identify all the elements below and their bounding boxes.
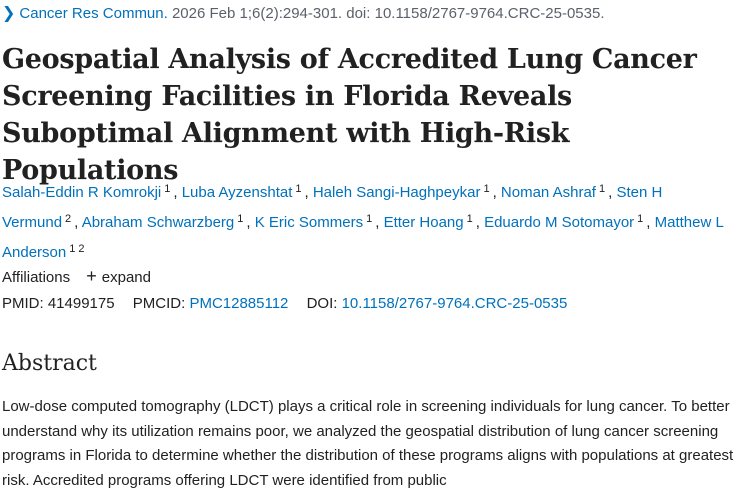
affiliation-number[interactable]: 2 [78, 243, 85, 255]
affiliation-number[interactable]: 1 [483, 183, 490, 195]
affiliation-numbers: 1 [164, 183, 173, 195]
affiliation-numbers: 2 [65, 213, 74, 225]
affiliation-numbers: 1 [237, 213, 246, 225]
affiliation-number[interactable]: 1 [466, 213, 473, 225]
affiliation-number[interactable]: 1 [295, 183, 302, 195]
author-item: K Eric Sommers 1, [254, 213, 384, 231]
affiliations-expand-button[interactable]: + expand [86, 266, 151, 286]
author-name-link[interactable]: Sten H Vermund [2, 184, 663, 231]
plus-icon: + [86, 266, 97, 286]
citation-line: ❯ Cancer Res Commun. 2026 Feb 1;6(2):294-… [2, 4, 605, 24]
affiliation-numbers: 1 [295, 183, 304, 195]
affiliation-numbers: 1 [599, 183, 608, 195]
author-name-link[interactable]: Luba Ayzenshtat [181, 184, 293, 201]
pmid-label: PMID: [2, 295, 44, 312]
abstract-heading: Abstract [2, 351, 97, 376]
author-name-link[interactable]: Noman Ashraf [500, 184, 596, 201]
doi-link[interactable]: 10.1158/2767-9764.CRC-25-0535 [341, 295, 568, 312]
author-item: Sten H Vermund 2, [2, 184, 663, 231]
pmid-value: 41499175 [47, 295, 115, 312]
author-name-link[interactable]: Salah-Eddin R Komrokji [2, 184, 162, 201]
author-name-link[interactable]: Eduardo M Sotomayor [484, 214, 635, 231]
author-item: Luba Ayzenshtat 1, [181, 183, 313, 201]
author-name-link[interactable]: Etter Hoang [383, 214, 464, 231]
citation-details: 2026 Feb 1;6(2):294-301. doi: 10.1158/27… [167, 5, 605, 22]
affiliation-number[interactable]: 1 [366, 213, 373, 225]
pmcid-label: PMCID: [132, 295, 186, 312]
affiliation-number[interactable]: 1 [69, 243, 76, 255]
abstract-text: Low-dose computed tomography (LDCT) play… [2, 398, 734, 489]
affiliation-numbers: 1 [483, 183, 492, 195]
affiliation-number[interactable]: 1 [237, 213, 244, 225]
author-item: Noman Ashraf 1, [500, 183, 617, 201]
article-title: Geospatial Analysis of Accredited Lung C… [2, 44, 697, 186]
author-item: Matthew L Anderson 1 2 [2, 214, 723, 261]
author-list: Salah-Eddin R Komrokji 1, Luba Ayzenshtat… [2, 176, 742, 266]
expand-label: expand [101, 269, 151, 286]
journal-link[interactable]: Cancer Res Commun. [19, 5, 168, 22]
author-name-link[interactable]: K Eric Sommers [254, 214, 364, 231]
author-item: Abraham Schwarzberg 1, [81, 213, 255, 231]
affiliations-row: Affiliations + expand [2, 266, 151, 288]
author-item: Eduardo M Sotomayor 1, [484, 213, 655, 231]
author-name-link[interactable]: Haleh Sangi-Haghpeykar [312, 184, 481, 201]
affiliation-numbers: 1 [467, 213, 476, 225]
author-item: Haleh Sangi-Haghpeykar 1, [312, 183, 501, 201]
affiliation-number[interactable]: 1 [598, 183, 606, 195]
affiliation-number[interactable]: 1 [164, 183, 171, 195]
affiliations-label: Affiliations [2, 269, 71, 286]
affiliation-number[interactable]: 1 [637, 213, 644, 225]
author-name-link[interactable]: Abraham Schwarzberg [81, 214, 235, 231]
affiliation-numbers: 1 [637, 213, 646, 225]
affiliation-number[interactable]: 2 [65, 213, 72, 225]
chevron-right-icon[interactable]: ❯ [2, 5, 16, 22]
doi-label: DOI: [306, 295, 338, 312]
author-item: Etter Hoang 1, [383, 213, 485, 231]
author-name-link[interactable]: Matthew L Anderson [2, 214, 724, 261]
author-item: Salah-Eddin R Komrokji 1, [2, 183, 182, 201]
pmcid-link[interactable]: PMC12885112 [189, 295, 289, 312]
affiliation-numbers: 1 [366, 213, 375, 225]
identifiers-row: PMID: 41499175 PMCID: PMC12885112 DOI: 1… [2, 294, 567, 314]
